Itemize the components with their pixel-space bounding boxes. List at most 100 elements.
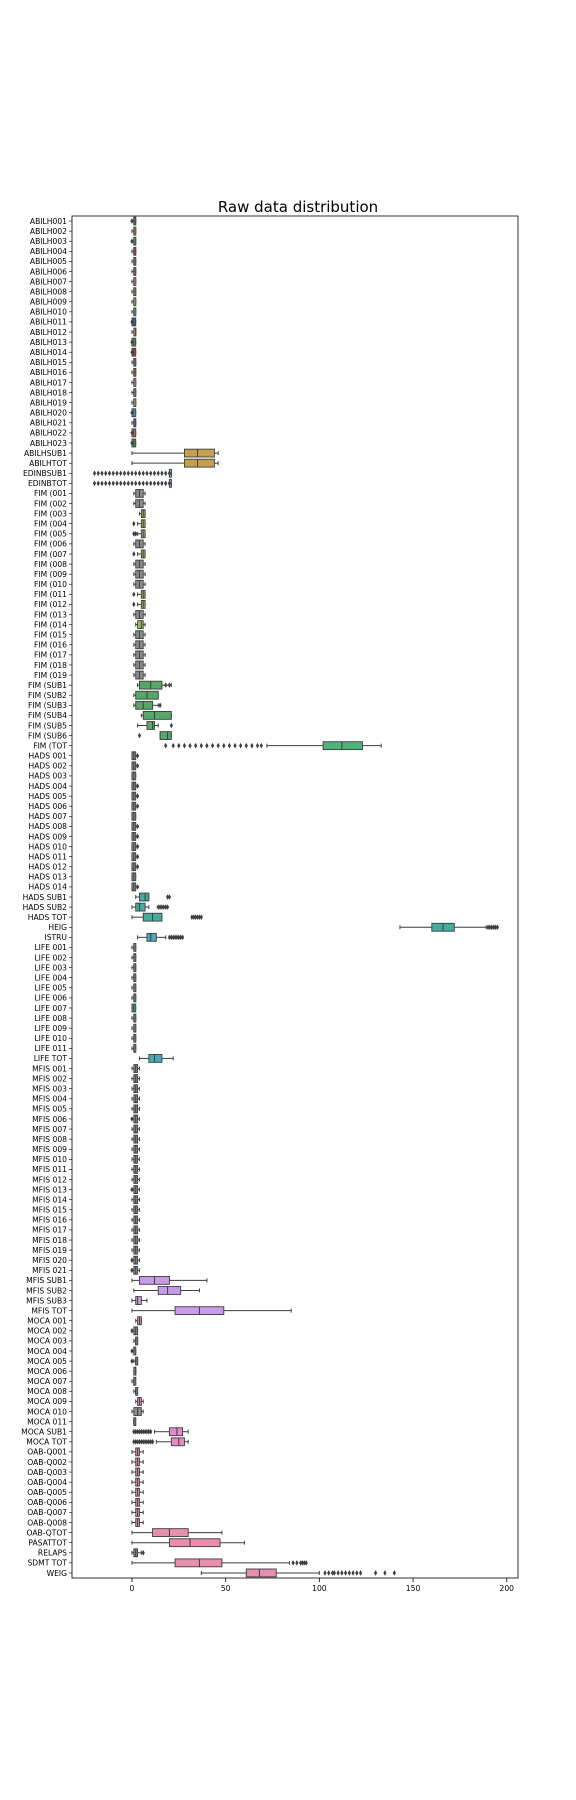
y-tick-label-moca-008: MOCA 008 xyxy=(27,1387,67,1396)
y-tick-label-fim-012: FIM (012 xyxy=(34,600,67,609)
y-tick-label-fim-003: FIM (003 xyxy=(34,509,67,518)
outlier-weig-0 xyxy=(323,1570,327,1576)
box-edinbsub1 xyxy=(92,468,172,478)
y-tick-label-fim-013: FIM (013 xyxy=(34,610,67,619)
y-tick-label-mfis-020: MFIS 020 xyxy=(32,1256,67,1265)
box-fim-010 xyxy=(133,579,146,589)
outlier-hads-sub2-3 xyxy=(162,904,166,910)
y-tick-label-fim-007: FIM (007 xyxy=(34,550,67,559)
iqr-box-fim-sub4 xyxy=(142,711,172,720)
outlier-heig-1 xyxy=(488,924,492,931)
iqr-box-istru xyxy=(146,932,157,942)
y-tick-label-life-001: LIFE 001 xyxy=(34,943,67,952)
outlier-edinbsub1-14 xyxy=(145,470,149,477)
box-moca-004 xyxy=(130,1346,137,1356)
iqr-box-abilhsub1 xyxy=(183,448,215,458)
y-tick-label-hads-013: HADS 013 xyxy=(29,873,68,882)
outlier-weig-11 xyxy=(373,1570,378,1576)
outlier-hads-tot-4 xyxy=(197,914,202,920)
y-tick-label-fim-019: FIM (019 xyxy=(34,671,67,680)
box-hads-tot xyxy=(131,912,203,922)
outlier-hads-sub2-2 xyxy=(160,904,164,910)
outlier-edinbsub1-9 xyxy=(126,470,130,477)
y-tick-label-hads-sub2: HADS SUB2 xyxy=(23,903,68,912)
y-tick-label-fim-002: FIM (002 xyxy=(34,499,67,508)
outlier-edinbtot-5 xyxy=(111,480,115,487)
outlier-abilh011-0 xyxy=(130,319,134,325)
box-moca-011 xyxy=(133,1417,137,1427)
outlier-edinbsub1-17 xyxy=(156,470,160,477)
box-abilh005 xyxy=(131,257,137,266)
y-tick-label-mfis-015: MFIS 015 xyxy=(32,1206,67,1215)
outlier-fim-sub6-0 xyxy=(137,732,142,739)
outlier-moca-tot-9 xyxy=(149,1439,153,1445)
outlier-edinbsub1-16 xyxy=(152,470,157,477)
outlier-edinbsub1-2 xyxy=(100,470,104,477)
outlier-weig-8 xyxy=(351,1570,355,1576)
outlier-heig-2 xyxy=(490,924,494,931)
outlier-hads-009-0 xyxy=(135,833,140,840)
outlier-weig-1 xyxy=(327,1570,331,1576)
y-tick-label-moca-002: MOCA 002 xyxy=(27,1327,67,1336)
outlier-fim-tot-15 xyxy=(250,742,254,749)
y-tick-label-abilh018: ABILH018 xyxy=(30,388,67,397)
y-tick-label-mfis-001: MFIS 001 xyxy=(32,1064,67,1073)
outlier-abilh022-0 xyxy=(130,430,134,436)
box-moca-010 xyxy=(131,1407,144,1416)
box-mfis-017 xyxy=(131,1225,140,1235)
box-abilh007 xyxy=(131,277,137,286)
outlier-edinbtot-4 xyxy=(107,480,112,487)
y-tick-label-oab-q007: OAB-Q007 xyxy=(27,1508,67,1517)
box-fim-tot xyxy=(164,741,382,751)
y-tick-label-hads-005: HADS 005 xyxy=(29,792,68,801)
y-tick-label-mfis-sub1: MFIS SUB1 xyxy=(26,1276,67,1285)
y-tick-label-abilh016: ABILH016 xyxy=(30,368,67,377)
outlier-fim-tot-3 xyxy=(182,742,187,749)
box-hads-004 xyxy=(131,781,140,791)
outlier-fim-tot-0 xyxy=(164,742,168,749)
box-mfis-014 xyxy=(131,1195,140,1205)
outlier-moca-002-0 xyxy=(130,1328,134,1334)
y-tick-label-oab-q004: OAB-Q004 xyxy=(27,1478,67,1487)
box-oab-q001 xyxy=(131,1447,144,1457)
box-moca-008 xyxy=(133,1386,139,1396)
box-life-004 xyxy=(131,973,137,983)
y-tick-label-hads-002: HADS 002 xyxy=(29,762,68,771)
y-tick-label-fim-017: FIM (017 xyxy=(34,651,67,660)
outlier-fim-sub3-0 xyxy=(158,702,162,709)
outlier-edinbtot-12 xyxy=(137,480,142,487)
box-mfis-021 xyxy=(130,1265,140,1275)
y-tick-label-abilh004: ABILH004 xyxy=(30,247,67,256)
box-abilh023 xyxy=(130,438,137,448)
iqr-box-pasattot xyxy=(168,1538,221,1548)
y-tick-label-abilh017: ABILH017 xyxy=(30,378,67,387)
outlier-moca-sub1-8 xyxy=(147,1428,151,1435)
outlier-istru-0 xyxy=(167,934,172,941)
outlier-istru-3 xyxy=(173,934,177,941)
y-tick-label-mfis-009: MFIS 009 xyxy=(32,1145,67,1154)
outlier-moca-tot-0 xyxy=(132,1439,136,1445)
outlier-moca-005-0 xyxy=(130,1358,134,1364)
y-tick-label-life-004: LIFE 004 xyxy=(34,974,67,983)
outlier-istru-5 xyxy=(177,934,181,941)
y-tick-label-hads-012: HADS 012 xyxy=(29,863,68,872)
y-tick-label-hads-006: HADS 006 xyxy=(29,802,68,811)
y-tick-label-fim-016: FIM (016 xyxy=(34,641,67,650)
y-tick-label-fim-011: FIM (011 xyxy=(34,590,67,599)
box-fim-004 xyxy=(132,519,146,529)
box-moca-002 xyxy=(130,1326,139,1336)
outlier-hads-tot-0 xyxy=(190,914,194,920)
y-tick-label-hads-009: HADS 009 xyxy=(29,832,68,841)
outlier-edinbtot-1 xyxy=(96,480,100,487)
box-fim-017 xyxy=(133,650,146,660)
y-tick-label-mfis-011: MFIS 011 xyxy=(32,1165,67,1174)
outlier-edinbtot-2 xyxy=(100,480,104,487)
y-tick-label-abilh015: ABILH015 xyxy=(30,358,67,367)
outlier-edinbtot-11 xyxy=(134,480,138,487)
y-tick-label-abilhtot: ABILHTOT xyxy=(29,459,67,468)
y-tick-label-hads-sub1: HADS SUB1 xyxy=(23,893,68,902)
y-tick-label-abilh002: ABILH002 xyxy=(30,227,67,236)
box-abilh004 xyxy=(131,246,137,256)
box-abilh013 xyxy=(130,337,137,347)
